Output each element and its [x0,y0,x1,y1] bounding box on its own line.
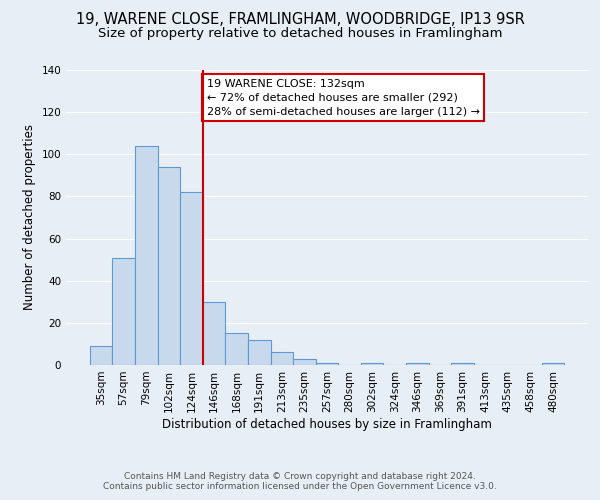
Bar [112,258,135,365]
Bar [406,363,428,365]
Bar [271,352,293,365]
Bar [226,334,248,365]
Y-axis label: Number of detached properties: Number of detached properties [23,124,36,310]
Bar [542,363,564,365]
X-axis label: Distribution of detached houses by size in Framlingham: Distribution of detached houses by size … [162,418,492,430]
Bar [90,346,112,365]
Bar [293,358,316,365]
Bar [248,340,271,365]
Text: Contains HM Land Registry data © Crown copyright and database right 2024.: Contains HM Land Registry data © Crown c… [124,472,476,481]
Bar [316,363,338,365]
Bar [451,363,474,365]
Text: Contains public sector information licensed under the Open Government Licence v3: Contains public sector information licen… [103,482,497,491]
Bar [203,302,226,365]
Text: 19 WARENE CLOSE: 132sqm
← 72% of detached houses are smaller (292)
28% of semi-d: 19 WARENE CLOSE: 132sqm ← 72% of detache… [207,79,480,117]
Bar [180,192,203,365]
Bar [361,363,383,365]
Text: 19, WARENE CLOSE, FRAMLINGHAM, WOODBRIDGE, IP13 9SR: 19, WARENE CLOSE, FRAMLINGHAM, WOODBRIDG… [76,12,524,28]
Text: Size of property relative to detached houses in Framlingham: Size of property relative to detached ho… [98,28,502,40]
Bar [158,167,180,365]
Bar [135,146,158,365]
